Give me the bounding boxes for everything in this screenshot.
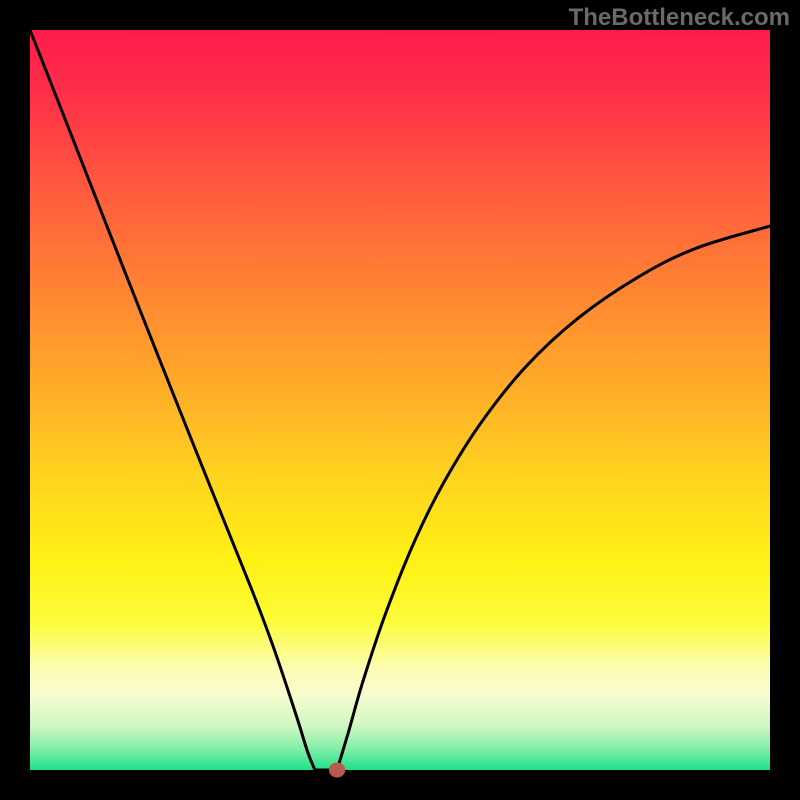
plot-area <box>30 30 770 770</box>
watermark-text: TheBottleneck.com <box>569 4 790 32</box>
chart-container: TheBottleneck.com <box>0 0 800 800</box>
